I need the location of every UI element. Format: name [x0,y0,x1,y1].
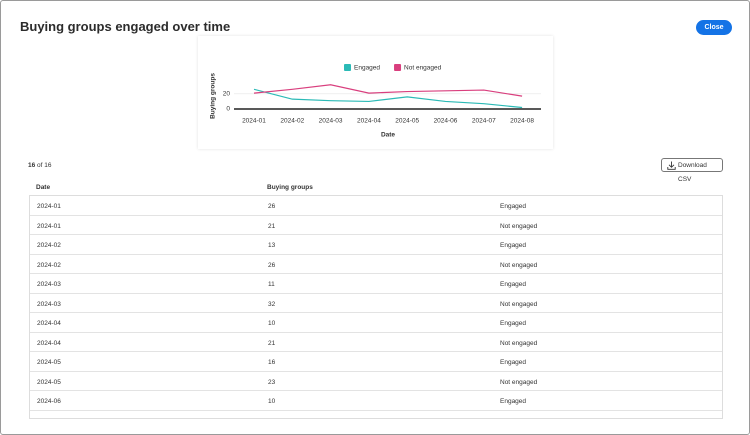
table-row: 2024-01 21 Not engaged [30,216,722,235]
table-row: 2024-06 10 Engaged [30,391,722,411]
table-row: 2024-01 26 Engaged [30,196,722,216]
table-cell: 2024-04 [37,339,61,347]
table-cell: 21 [268,339,276,347]
table-cell: Engaged [500,281,527,288]
table-header: Date Buying groups [29,181,723,195]
table-cell: Not engaged [500,378,538,386]
record-count: 16 of 16 [28,162,52,169]
table-row: 2024-02 13 Engaged [30,235,722,255]
table-cell: 2024-01 [37,203,61,210]
table-cell: Engaged [500,398,527,405]
table-cell: Engaged [500,242,527,249]
y-tick-label: 20 [223,91,231,98]
legend-label: Not engaged [404,65,442,72]
table-row: 2024-05 16 Engaged [30,352,722,372]
x-tick-label: 2024-06 [434,118,458,125]
legend-swatch [344,64,351,71]
table-row: 2024-03 11 Engaged [30,274,722,294]
table-cell: 26 [268,261,276,269]
x-tick-label: 2024-07 [472,118,496,125]
table-cell: 26 [268,203,276,210]
download-button[interactable]: Download CSV [661,158,723,183]
x-tick-label: 2024-08 [510,118,534,125]
table-cell: 32 [268,300,276,308]
download-label: Download CSV [678,162,707,183]
shown-count: 16 [28,162,36,169]
table-cell: 23 [268,378,276,386]
x-tick-label: 2024-05 [395,118,419,125]
table-cell: 2024-03 [37,300,61,308]
table-cell: 13 [268,242,276,249]
total-count: 16 [44,162,52,169]
x-tick-label: 2024-02 [280,118,304,125]
close-button[interactable]: Close [696,20,732,35]
table-cell: 10 [268,398,276,405]
table-row: 2024-04 21 Not engaged [30,333,722,352]
table-cell: Not engaged [500,300,538,308]
table-cell: 2024-05 [37,378,61,386]
table-cell: Not engaged [500,222,538,230]
table-body: 2024-01 26 Engaged 2024-01 21 Not engaged 2024… [29,195,723,419]
table-cell: Engaged [500,359,527,366]
x-tick-label: 2024-04 [357,118,381,125]
table-cell: 10 [268,320,276,327]
table-cell: 2024-06 [37,398,61,405]
column-header: Buying groups [267,184,313,191]
table-cell: 2024-02 [37,242,61,249]
table-cell: 2024-02 [37,261,61,269]
y-tick-label: 0 [226,106,230,113]
table-row: 2024-02 26 Not engaged [30,255,722,274]
chart-container: Engaged Not engaged 0 20 Buying groups Date 20… [198,36,553,149]
y-axis-label: Buying groups [210,73,217,119]
table-cell: 2024-03 [37,281,61,288]
legend-label: Engaged [354,65,380,72]
table-row: 2024-03 32 Not engaged [30,294,722,313]
x-tick-label: 2024-03 [319,118,343,125]
table-row: 2024-04 10 Engaged [30,313,722,333]
table-cell: Engaged [500,203,527,210]
table-cell: 16 [268,359,276,366]
table-cell: 2024-04 [37,320,61,327]
table-cell: 21 [268,222,276,230]
column-header: Date [36,184,51,191]
x-axis-label: Date [381,132,395,139]
table-cell: Not engaged [500,261,538,269]
data-line [253,84,523,97]
dialog-title: Buying groups engaged over time [20,19,231,34]
count-separator: of [37,162,43,169]
table-row: 2024-05 23 Not engaged [30,372,722,391]
table-cell: Engaged [500,320,527,327]
table-cell: 11 [268,281,275,288]
table-cell: Not engaged [500,339,538,347]
table-cell: 2024-01 [37,222,61,230]
data-line [253,88,523,109]
table-cell: 2024-05 [37,359,61,366]
legend-swatch [394,64,402,71]
download-icon [667,161,676,170]
x-tick-label: 2024-01 [242,118,266,125]
